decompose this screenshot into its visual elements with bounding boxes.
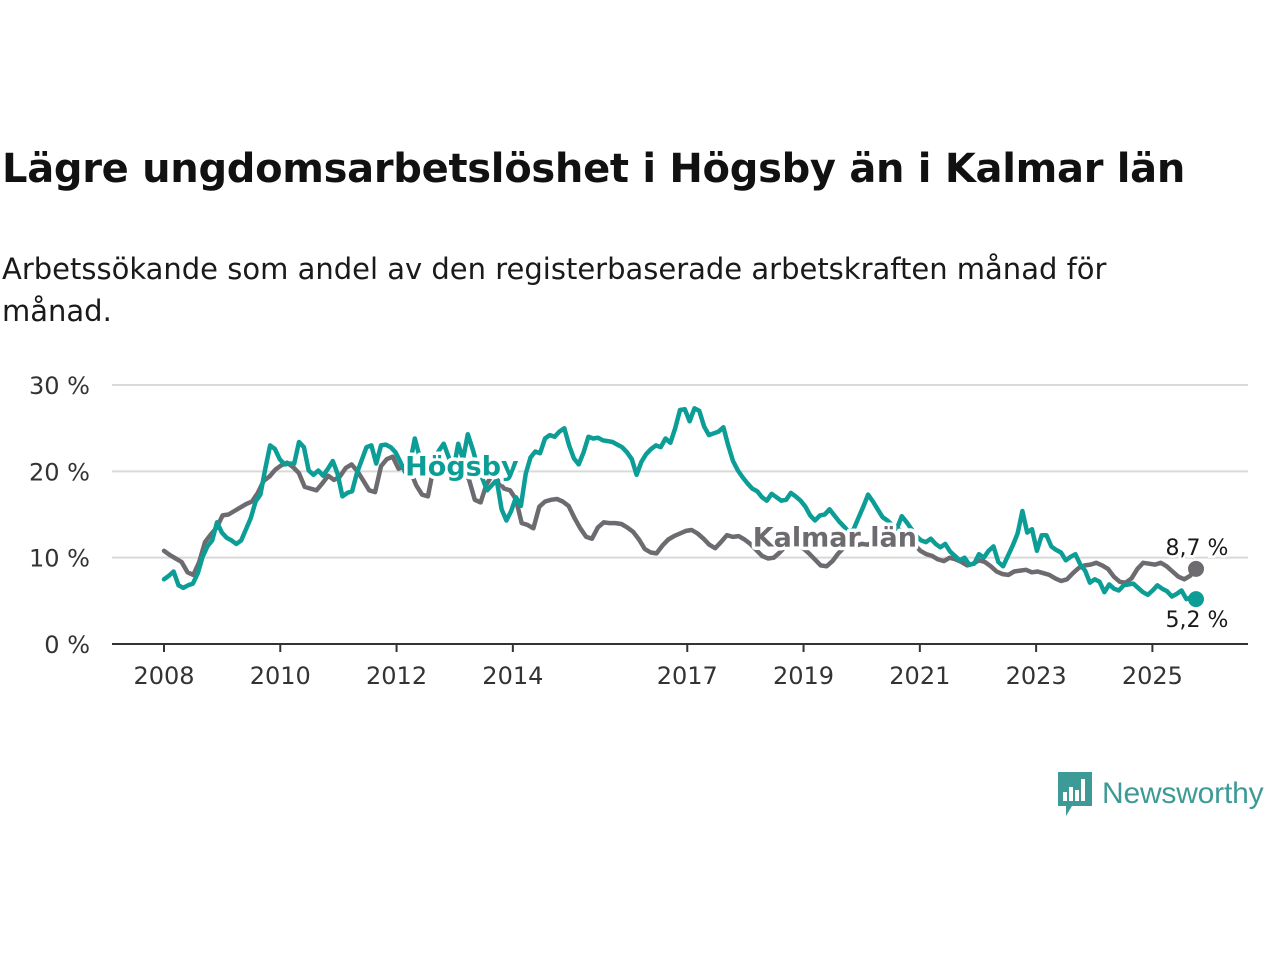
x-tick-label: 2019: [773, 662, 834, 690]
series-line-kalmar-l-n: [161, 454, 1199, 585]
series-annotation-hogsby: Högsby: [405, 452, 519, 483]
x-tick-label: 2012: [366, 662, 427, 690]
bar-chart-speech-icon: [1058, 772, 1092, 816]
x-tick-label: 2017: [657, 662, 718, 690]
x-axis: 2008 2010 2012 2014 2017 2019 2021 2023 2025: [112, 643, 1248, 690]
newsworthy-logo: Newsworthy: [1058, 772, 1264, 816]
x-tick-label: 2010: [250, 662, 311, 690]
series-line-h-gsby: [161, 406, 1199, 602]
end-value-label-kalmar: 8,7 %: [1166, 536, 1229, 561]
end-value-label-hogsby: 5,2 %: [1166, 608, 1229, 633]
x-tick-label: 2021: [889, 662, 950, 690]
x-tick-label: 2008: [133, 662, 194, 690]
y-tick-label: 10 %: [29, 545, 90, 573]
series-end-dot-kalmar-l-n: [1188, 560, 1204, 577]
x-tick-label: 2014: [482, 662, 543, 690]
series-lines: [161, 406, 1204, 608]
chart-subtitle: Arbetssökande som andel av den registerb…: [2, 252, 1107, 328]
y-axis: 0 % 10 % 20 % 30 %: [29, 372, 90, 659]
series-labels: 8,7 % 5,2 % Högsby Kalmar län: [402, 448, 1231, 635]
grid-lines: [112, 384, 1248, 559]
series-end-dot-h-gsby: [1188, 591, 1204, 608]
x-tick-label: 2023: [1006, 662, 1067, 690]
chart-title: Lägre ungdomsarbetslöshet i Högsby än i …: [2, 146, 1186, 192]
series-annotation-kalmar: Kalmar län: [753, 522, 917, 553]
x-tick-label: 2025: [1122, 662, 1183, 690]
logo-text: Newsworthy: [1102, 777, 1264, 810]
y-tick-label: 0 %: [44, 631, 90, 659]
y-tick-label: 30 %: [29, 372, 90, 400]
y-tick-label: 20 %: [29, 458, 90, 486]
line-chart: 0 % 10 % 20 % 30 % 2008 2010 2012 2014 2017 2019…: [29, 372, 1248, 690]
